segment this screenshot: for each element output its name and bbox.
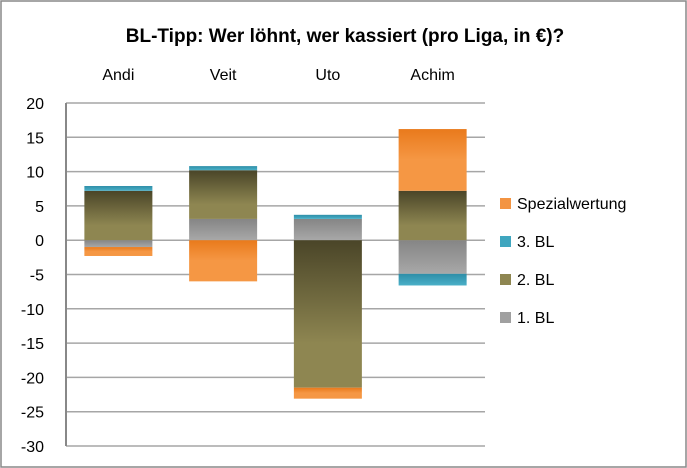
y-tick-label: -30 — [21, 439, 44, 456]
legend-swatch — [500, 312, 511, 323]
bar-spezialwertung-veit — [189, 240, 258, 282]
bar-1-bl-veit — [189, 218, 258, 241]
category-label: Andi — [102, 67, 134, 84]
bar-spezialwertung-andi — [84, 247, 153, 256]
category-label: Veit — [210, 67, 237, 84]
legend-swatch — [500, 274, 511, 285]
bar-1-bl-achim — [398, 240, 467, 274]
legend-label: 2. BL — [517, 272, 554, 289]
bar-1-bl-uto — [293, 218, 362, 241]
legend-swatch — [500, 236, 511, 247]
legend-label: Spezialwertung — [517, 196, 626, 213]
y-tick-label: -10 — [21, 302, 44, 319]
bar-2-bl-uto — [293, 240, 362, 388]
y-tick-label: 20 — [26, 96, 44, 113]
bar-3-bl-achim — [398, 273, 467, 286]
legend-label: 3. BL — [517, 234, 554, 251]
y-tick-label: -20 — [21, 370, 44, 387]
bar-1-bl-andi — [84, 240, 153, 248]
bar-3-bl-andi — [84, 186, 153, 191]
bar-spezialwertung-uto — [293, 387, 362, 399]
bar-2-bl-andi — [84, 190, 153, 241]
y-tick-label: 0 — [35, 233, 44, 250]
bar-spezialwertung-achim — [398, 129, 467, 191]
bar-2-bl-achim — [398, 190, 467, 241]
bar-3-bl-veit — [189, 166, 258, 171]
category-label: Achim — [410, 67, 454, 84]
y-tick-label: 10 — [26, 165, 44, 182]
category-label: Uto — [315, 67, 340, 84]
y-tick-label: -5 — [30, 268, 44, 285]
y-tick-label: -15 — [21, 336, 44, 353]
y-tick-label: -25 — [21, 405, 44, 422]
y-tick-label: 5 — [35, 199, 44, 216]
y-tick-label: 15 — [26, 130, 44, 147]
legend-swatch — [500, 198, 511, 209]
bar-2-bl-veit — [189, 170, 258, 219]
chart-title: BL-Tipp: Wer löhnt, wer kassiert (pro Li… — [126, 26, 564, 47]
bar-3-bl-uto — [293, 214, 362, 219]
legend-label: 1. BL — [517, 310, 554, 327]
